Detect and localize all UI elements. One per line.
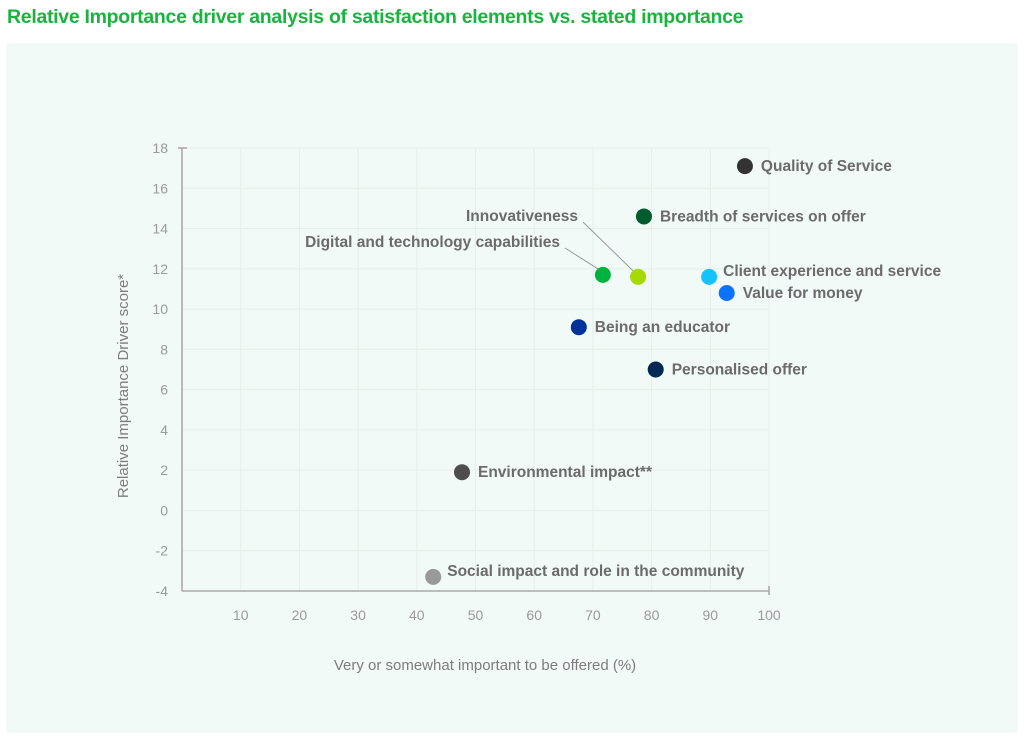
point-label: Quality of Service [761, 158, 892, 175]
y-tick-label: 10 [152, 301, 168, 317]
leader-line [564, 247, 599, 270]
y-tick-labels: -4 -2 0 2 4 6 8 10 12 14 16 18 [152, 140, 168, 599]
data-points [425, 158, 753, 585]
x-tick-labels: 10 20 30 40 50 60 70 80 90 100 [233, 607, 781, 623]
x-tick-label: 70 [585, 607, 601, 623]
point-label: Value for money [743, 285, 863, 302]
data-point [630, 268, 647, 285]
point-label: Digital and technology capabilities [305, 234, 560, 251]
x-tick-label: 10 [233, 607, 249, 623]
data-point [635, 208, 652, 225]
x-tick-label: 90 [703, 607, 719, 623]
point-label: Innovativeness [466, 208, 578, 225]
data-point [701, 268, 718, 285]
y-tick-label: 16 [152, 180, 168, 196]
y-tick-label: 0 [160, 502, 168, 518]
leader-line [582, 221, 634, 272]
y-tick-label: 4 [160, 422, 168, 438]
point-label: Client experience and service [723, 263, 941, 280]
x-tick-label: 50 [468, 607, 484, 623]
y-tick-label: 12 [152, 261, 168, 277]
point-label: Personalised offer [672, 362, 807, 379]
x-tick-label: 30 [350, 607, 366, 623]
point-label: Breadth of services on offer [660, 208, 866, 225]
data-point [647, 361, 664, 378]
grid-lines [182, 147, 770, 592]
data-point [570, 319, 587, 336]
x-tick-label: 20 [292, 607, 308, 623]
y-tick-label: 6 [160, 382, 168, 398]
data-point [425, 568, 442, 585]
y-tick-label: 8 [160, 341, 168, 357]
axes [178, 147, 770, 595]
chart-title: Relative Importance driver analysis of s… [7, 6, 744, 28]
leader-lines [564, 221, 634, 272]
y-tick-label: -2 [156, 543, 169, 559]
point-label: Environmental impact** [478, 464, 653, 481]
x-tick-label: 60 [526, 607, 542, 623]
y-tick-label: 2 [160, 462, 168, 478]
x-tick-label: 40 [409, 607, 425, 623]
y-tick-label: -4 [156, 583, 169, 599]
x-tick-label: 100 [757, 607, 781, 623]
x-axis-label: Very or somewhat important to be offered… [334, 657, 636, 674]
data-point [594, 266, 611, 283]
data-point [718, 284, 735, 301]
data-point [736, 158, 753, 175]
point-label: Social impact and role in the community [447, 563, 745, 580]
y-tick-label: 14 [152, 221, 168, 237]
point-label: Being an educator [595, 319, 730, 336]
x-tick-label: 80 [644, 607, 660, 623]
point-labels: Quality of Service Breadth of services on… [305, 158, 941, 580]
y-axis-label: Relative Importance Driver score* [115, 274, 132, 498]
data-point [453, 464, 470, 481]
y-tick-label: 18 [152, 140, 168, 156]
chart-panel [6, 43, 1018, 733]
